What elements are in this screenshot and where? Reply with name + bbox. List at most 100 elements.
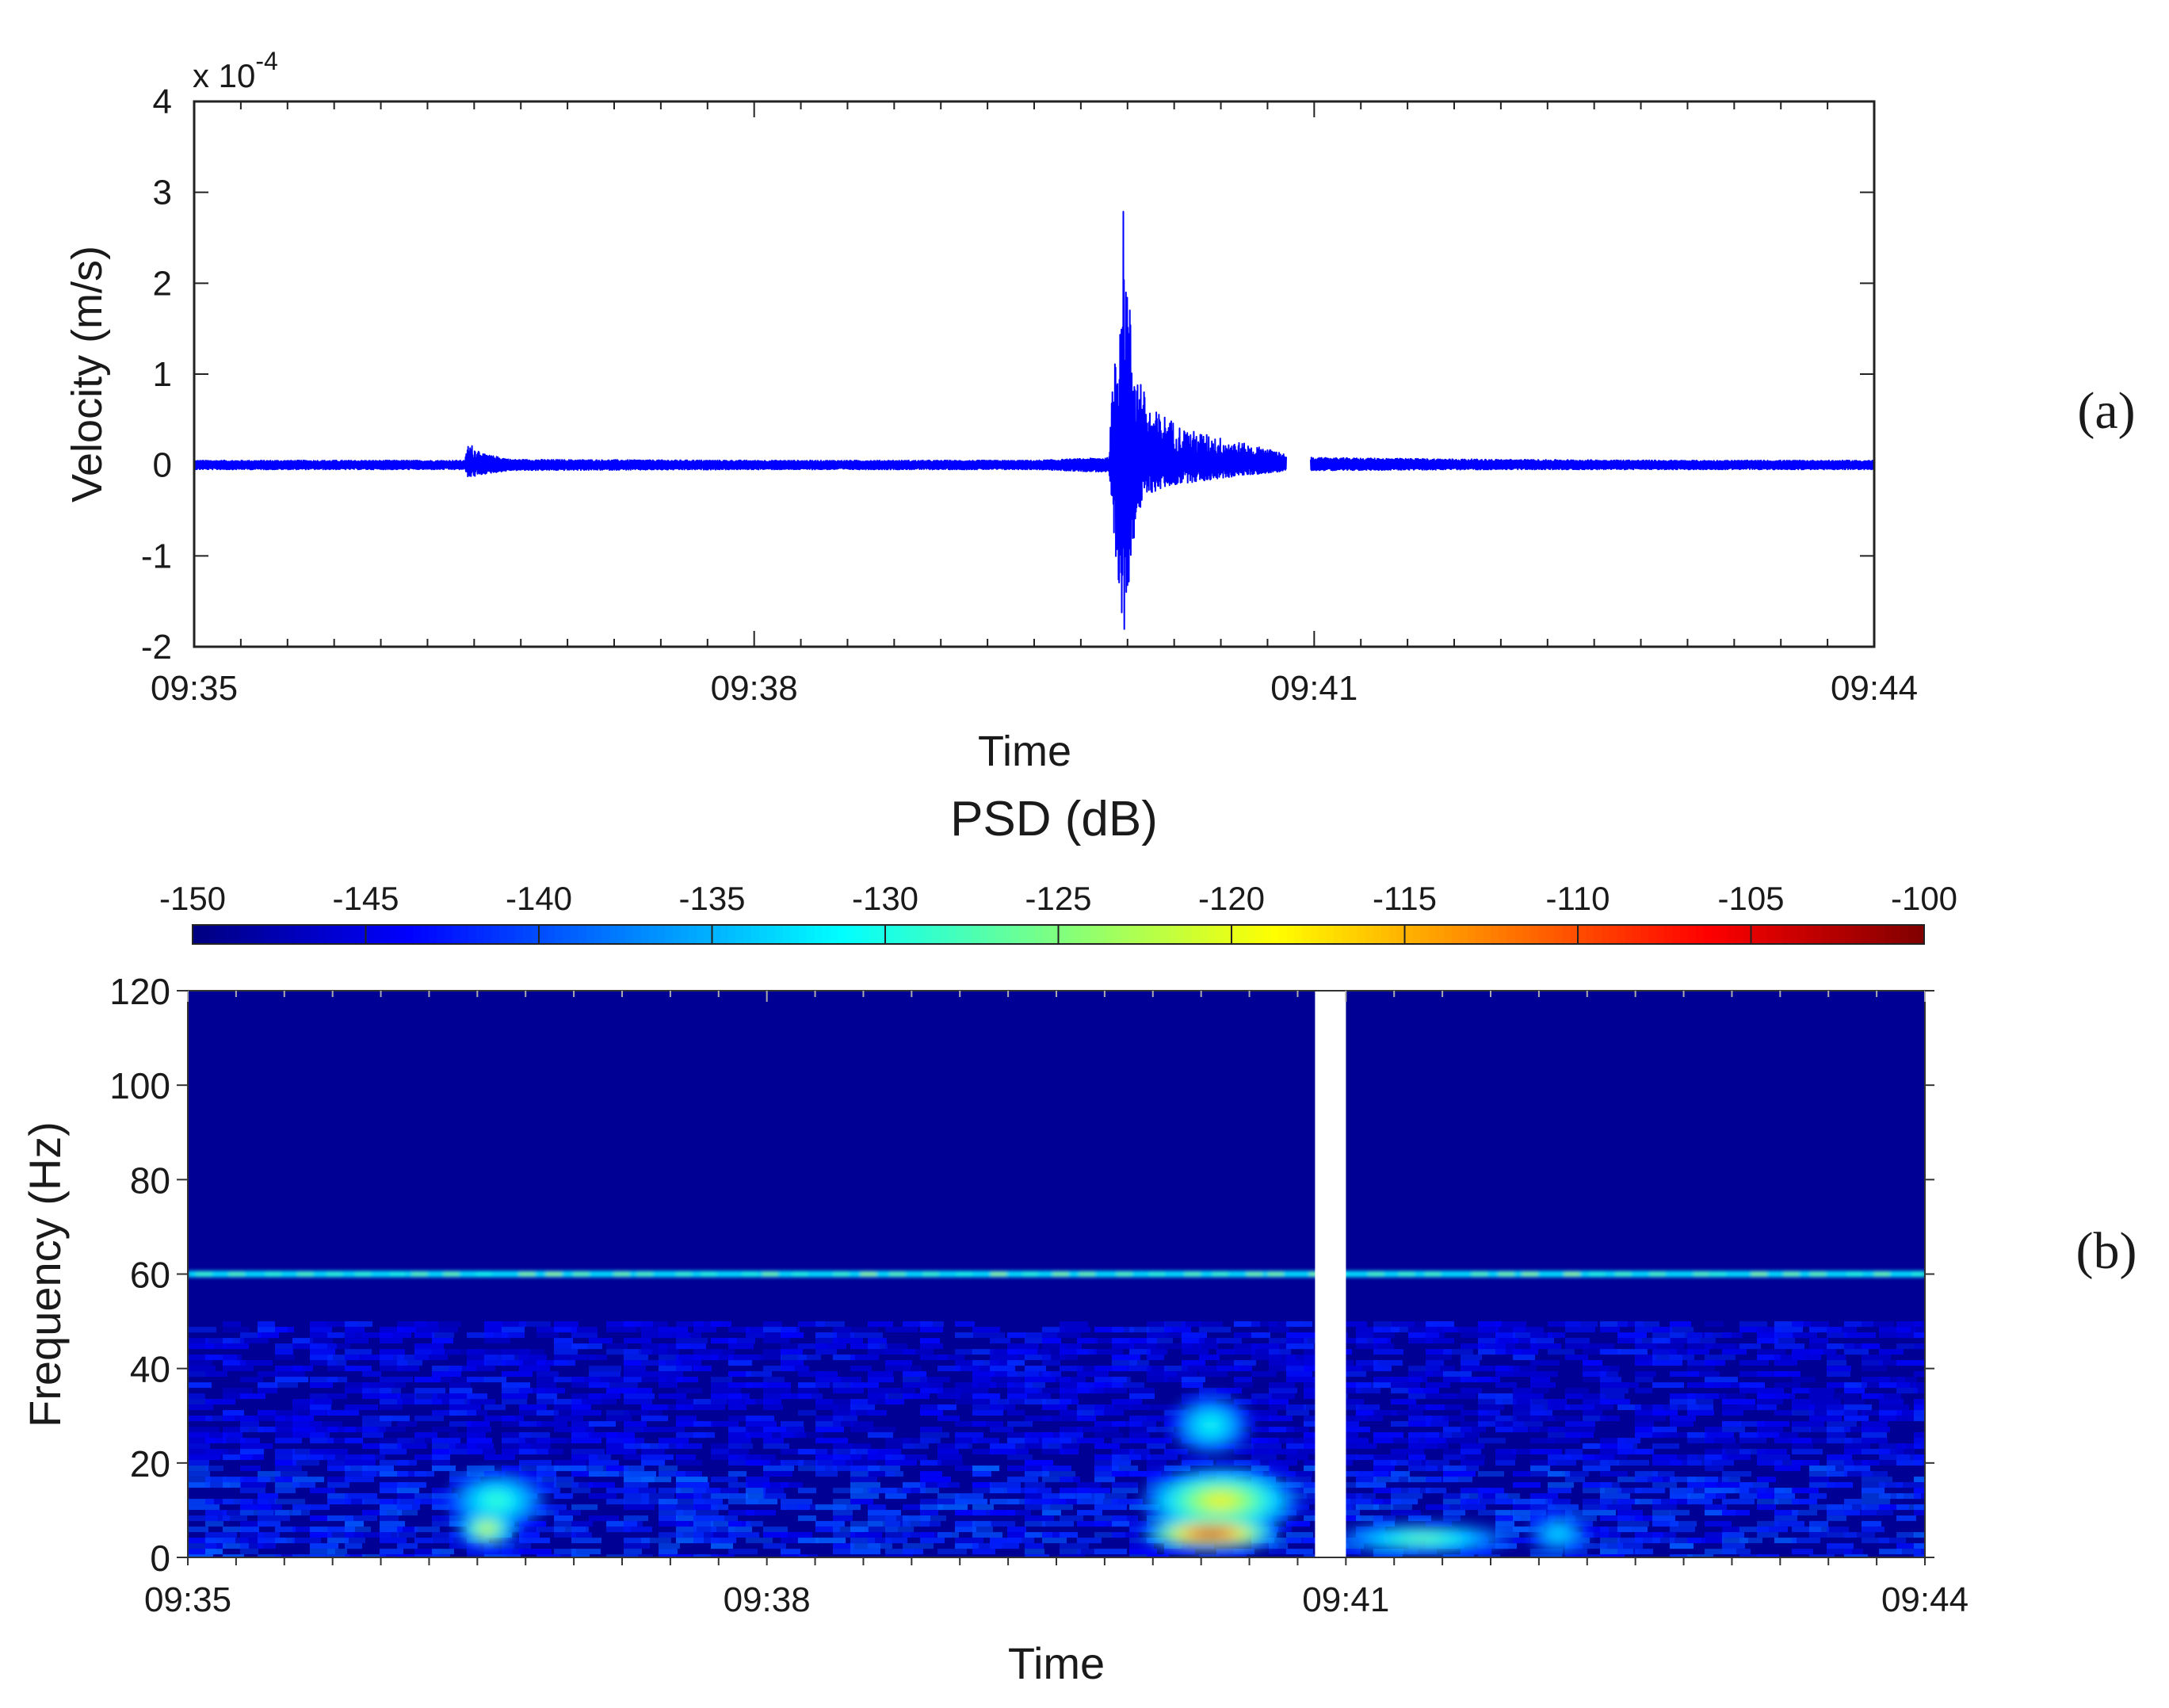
colorbar-cell [1601, 925, 1610, 944]
colorbar-cell [712, 925, 721, 944]
colorbar-cell [1412, 925, 1422, 944]
colorbar-cell [1396, 925, 1406, 944]
colorbar-cell [216, 925, 225, 944]
colorbar-cell [1066, 925, 1075, 944]
colorbar-cell [1664, 925, 1673, 944]
colorbar-cell [932, 925, 941, 944]
colorbar-tick-label: -130 [852, 880, 918, 917]
colorbar-cell [633, 925, 642, 944]
colorbar-cell [271, 925, 281, 944]
colorbar-cell [649, 925, 658, 944]
y-tick-label: 4 [153, 82, 172, 121]
colorbar-cell [342, 925, 351, 944]
colorbar-cell [892, 925, 902, 944]
colorbar-cell [1798, 925, 1807, 944]
colorbar-cell [1609, 925, 1618, 944]
colorbar-cell [381, 925, 391, 944]
colorbar-cell [790, 925, 800, 944]
colorbar-cell [924, 925, 934, 944]
y-tick-label: 0 [150, 1538, 170, 1579]
colorbar-cell [1916, 925, 1925, 944]
colorbar-cell [964, 925, 973, 944]
panel-a-label: (a) [2077, 382, 2135, 440]
spectrogram-energy-region [1405, 1535, 1441, 1542]
colorbar-cell [1168, 925, 1178, 944]
colorbar-cell [1782, 925, 1791, 944]
colorbar-cell [1121, 925, 1130, 944]
colorbar-cell [995, 925, 1004, 944]
colorbar-cell [193, 925, 201, 944]
colorbar-cell [625, 925, 634, 944]
colorbar-cell [247, 925, 257, 944]
colorbar-cell [1522, 925, 1532, 944]
colorbar-cell [798, 925, 808, 944]
colorbar-cell [1460, 925, 1468, 944]
colorbar-cell [885, 925, 894, 944]
colorbar-cell [444, 925, 453, 944]
panel-b-y-axis-label: Frequency (Hz) [20, 1121, 70, 1427]
panel-a-x-axis-label: Time [978, 728, 1071, 775]
x-tick-label: 09:35 [144, 1580, 231, 1619]
panel-b-x-tick-labels: 09:35 09:38 09:41 09:44 [144, 1580, 1969, 1619]
y-tick-label: 100 [109, 1065, 170, 1106]
colorbar-cell [1278, 925, 1288, 944]
y-tick-label: 0 [153, 446, 172, 485]
colorbar-cell [1420, 925, 1430, 944]
spectrogram-60hz-line [188, 1270, 1925, 1278]
colorbar-cell [1042, 925, 1052, 944]
colorbar-cell [1570, 925, 1579, 944]
colorbar-tick-label: -150 [159, 880, 226, 917]
colorbar-cell [523, 925, 532, 944]
colorbar-cell [751, 925, 760, 944]
colorbar-cell [1790, 925, 1799, 944]
colorbar-cell [554, 925, 563, 944]
spectrogram-energy-region [481, 1526, 493, 1533]
colorbar-cell [908, 925, 918, 944]
colorbar-cell [570, 925, 579, 944]
colorbar-cell [326, 925, 335, 944]
colorbar-cell [475, 925, 485, 944]
colorbar-cell [1002, 925, 1012, 944]
y-tick-label: 60 [130, 1255, 170, 1296]
colorbar-cell [940, 925, 949, 944]
colorbar-title: PSD (dB) [950, 792, 1158, 846]
colorbar-cell [1302, 925, 1312, 944]
colorbar-tick-labels: -150 -145 -140 -135 -130 -125 -120 -115 -110 -105… [159, 880, 1957, 917]
colorbar-cell [1128, 925, 1138, 944]
spectrogram-energy-region [1205, 1494, 1236, 1507]
panel-a-y-tick-labels: -2 -1 0 1 2 3 4 [141, 82, 172, 667]
colorbar-tick-label: -145 [332, 880, 399, 917]
colorbar-cell [452, 925, 461, 944]
colorbar-cell [1436, 925, 1445, 944]
colorbar-cell [656, 925, 666, 944]
spectrogram-data-gap [1315, 991, 1346, 1557]
colorbar-cell [1562, 925, 1571, 944]
colorbar-cell [720, 925, 729, 944]
colorbar-cell [279, 925, 288, 944]
colorbar-cell [1900, 925, 1909, 944]
panel-b-y-tick-labels: 0 20 40 60 80 100 120 [109, 971, 170, 1579]
spectrogram-energy-region [1197, 1530, 1224, 1538]
x-tick-label: 09:38 [711, 669, 798, 708]
colorbar-cell [609, 925, 619, 944]
colorbar-cell [987, 925, 996, 944]
colorbar-cell [1640, 925, 1650, 944]
colorbar-cell [1680, 925, 1689, 944]
colorbar-cell [814, 925, 823, 944]
colorbar-cell [357, 925, 367, 944]
colorbar-cell [774, 925, 784, 944]
colorbar-cell [1388, 925, 1398, 944]
colorbar-tick-label: -115 [1373, 880, 1437, 917]
colorbar-tick-label: -135 [678, 880, 745, 917]
colorbar-cell [1774, 925, 1784, 944]
panel-a-ticks [193, 101, 1875, 648]
colorbar-cell [1294, 925, 1304, 944]
x-tick-label: 09:41 [1270, 669, 1358, 708]
colorbar-cell [546, 925, 556, 944]
colorbar-cell [1829, 925, 1839, 944]
colorbar-cell [601, 925, 611, 944]
colorbar-cell [979, 925, 988, 944]
spectrogram-low-frequency-noise [188, 1321, 1925, 1557]
colorbar-cell [1208, 925, 1216, 944]
